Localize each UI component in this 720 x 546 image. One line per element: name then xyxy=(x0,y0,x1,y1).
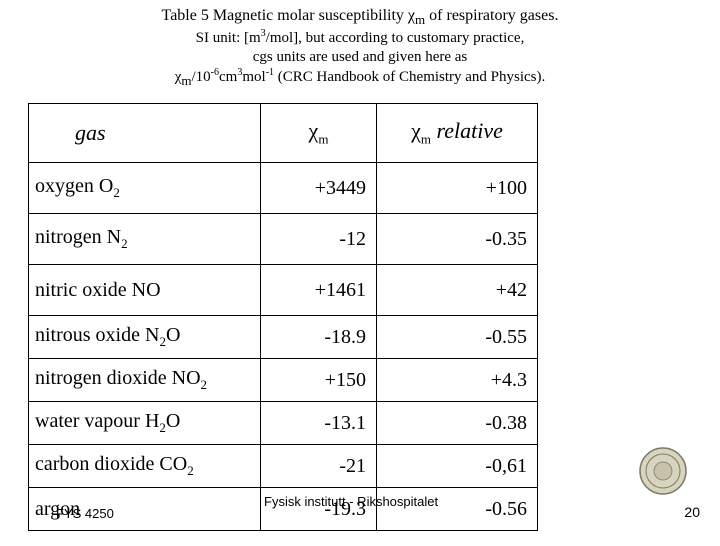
header-rel-chi: χ xyxy=(411,118,421,143)
cell-gas: nitrogen N2 xyxy=(29,214,261,265)
cell-chi: +150 xyxy=(261,359,377,402)
cell-chi: -18.9 xyxy=(261,316,377,359)
cell-chi: -21 xyxy=(261,445,377,488)
cell-rel: -0.38 xyxy=(377,402,538,445)
page-number: 20 xyxy=(684,504,700,520)
cell-gas: nitric oxide NO xyxy=(29,265,261,316)
caption-line4-sup1: -6 xyxy=(211,67,219,78)
header-rel-post: relative xyxy=(431,118,503,143)
institute-label: Fysisk institutt - Rikshospitalet xyxy=(264,494,438,509)
cell-rel: -0,61 xyxy=(377,445,538,488)
caption-line2-post: /mol], but according to customary practi… xyxy=(266,30,525,46)
cell-chi: -13.1 xyxy=(261,402,377,445)
table-row: oxygen O2+3449+100 xyxy=(29,163,538,214)
cell-rel: -0.35 xyxy=(377,214,538,265)
header-gas-label: gas xyxy=(35,120,106,145)
cell-chi: +1461 xyxy=(261,265,377,316)
cell-rel: +4.3 xyxy=(377,359,538,402)
caption-line4-sup3: -1 xyxy=(266,67,274,78)
table-caption: Table 5 Magnetic molar susceptibility χm… xyxy=(0,6,720,89)
table-row: water vapour H2O-13.1-0.38 xyxy=(29,402,538,445)
header-rel: χm relative xyxy=(377,104,538,163)
cell-chi: -12 xyxy=(261,214,377,265)
caption-line4-mid3: mol xyxy=(242,69,265,85)
header-chi-symbol: χ xyxy=(309,118,319,143)
header-rel-sub: m xyxy=(421,132,431,147)
header-chi: χm xyxy=(261,104,377,163)
cell-gas: water vapour H2O xyxy=(29,402,261,445)
cell-rel: +100 xyxy=(377,163,538,214)
header-chi-sub: m xyxy=(318,132,328,147)
cell-rel: +42 xyxy=(377,265,538,316)
cell-gas: oxygen O2 xyxy=(29,163,261,214)
cell-rel: -0.55 xyxy=(377,316,538,359)
chi-sub: m xyxy=(415,12,425,27)
caption-line1-pre: Table 5 Magnetic molar susceptibility xyxy=(162,7,408,24)
table-row: nitrous oxide N2O-18.9-0.55 xyxy=(29,316,538,359)
table-row: nitrogen dioxide NO2+150+4.3 xyxy=(29,359,538,402)
caption-line4-mid: /10 xyxy=(192,69,211,85)
cell-gas: nitrous oxide N2O xyxy=(29,316,261,359)
caption-line4-post: (CRC Handbook of Chemistry and Physics). xyxy=(274,69,545,85)
table-header-row: gas χm χm relative xyxy=(29,104,538,163)
caption-line4-sub: m xyxy=(181,73,191,88)
table-row: nitrogen N2-12-0.35 xyxy=(29,214,538,265)
table-row: nitric oxide NO+1461+42 xyxy=(29,265,538,316)
cell-chi: +3449 xyxy=(261,163,377,214)
caption-line2: SI unit: [m xyxy=(196,30,261,46)
cell-gas: nitrogen dioxide NO2 xyxy=(29,359,261,402)
table-row: carbon dioxide CO2-21-0,61 xyxy=(29,445,538,488)
caption-line4-mid2: cm xyxy=(219,69,237,85)
caption-line1-post: of respiratory gases. xyxy=(425,7,558,24)
header-gas: gas xyxy=(29,104,261,163)
course-code: FYS 4250 xyxy=(56,506,114,521)
caption-line3: cgs units are used and given here as xyxy=(253,49,468,65)
cell-gas: carbon dioxide CO2 xyxy=(29,445,261,488)
university-seal-icon xyxy=(638,446,688,496)
chi-symbol: χ xyxy=(408,7,415,24)
susceptibility-table: gas χm χm relative oxygen O2+3449+100nit… xyxy=(28,103,538,531)
